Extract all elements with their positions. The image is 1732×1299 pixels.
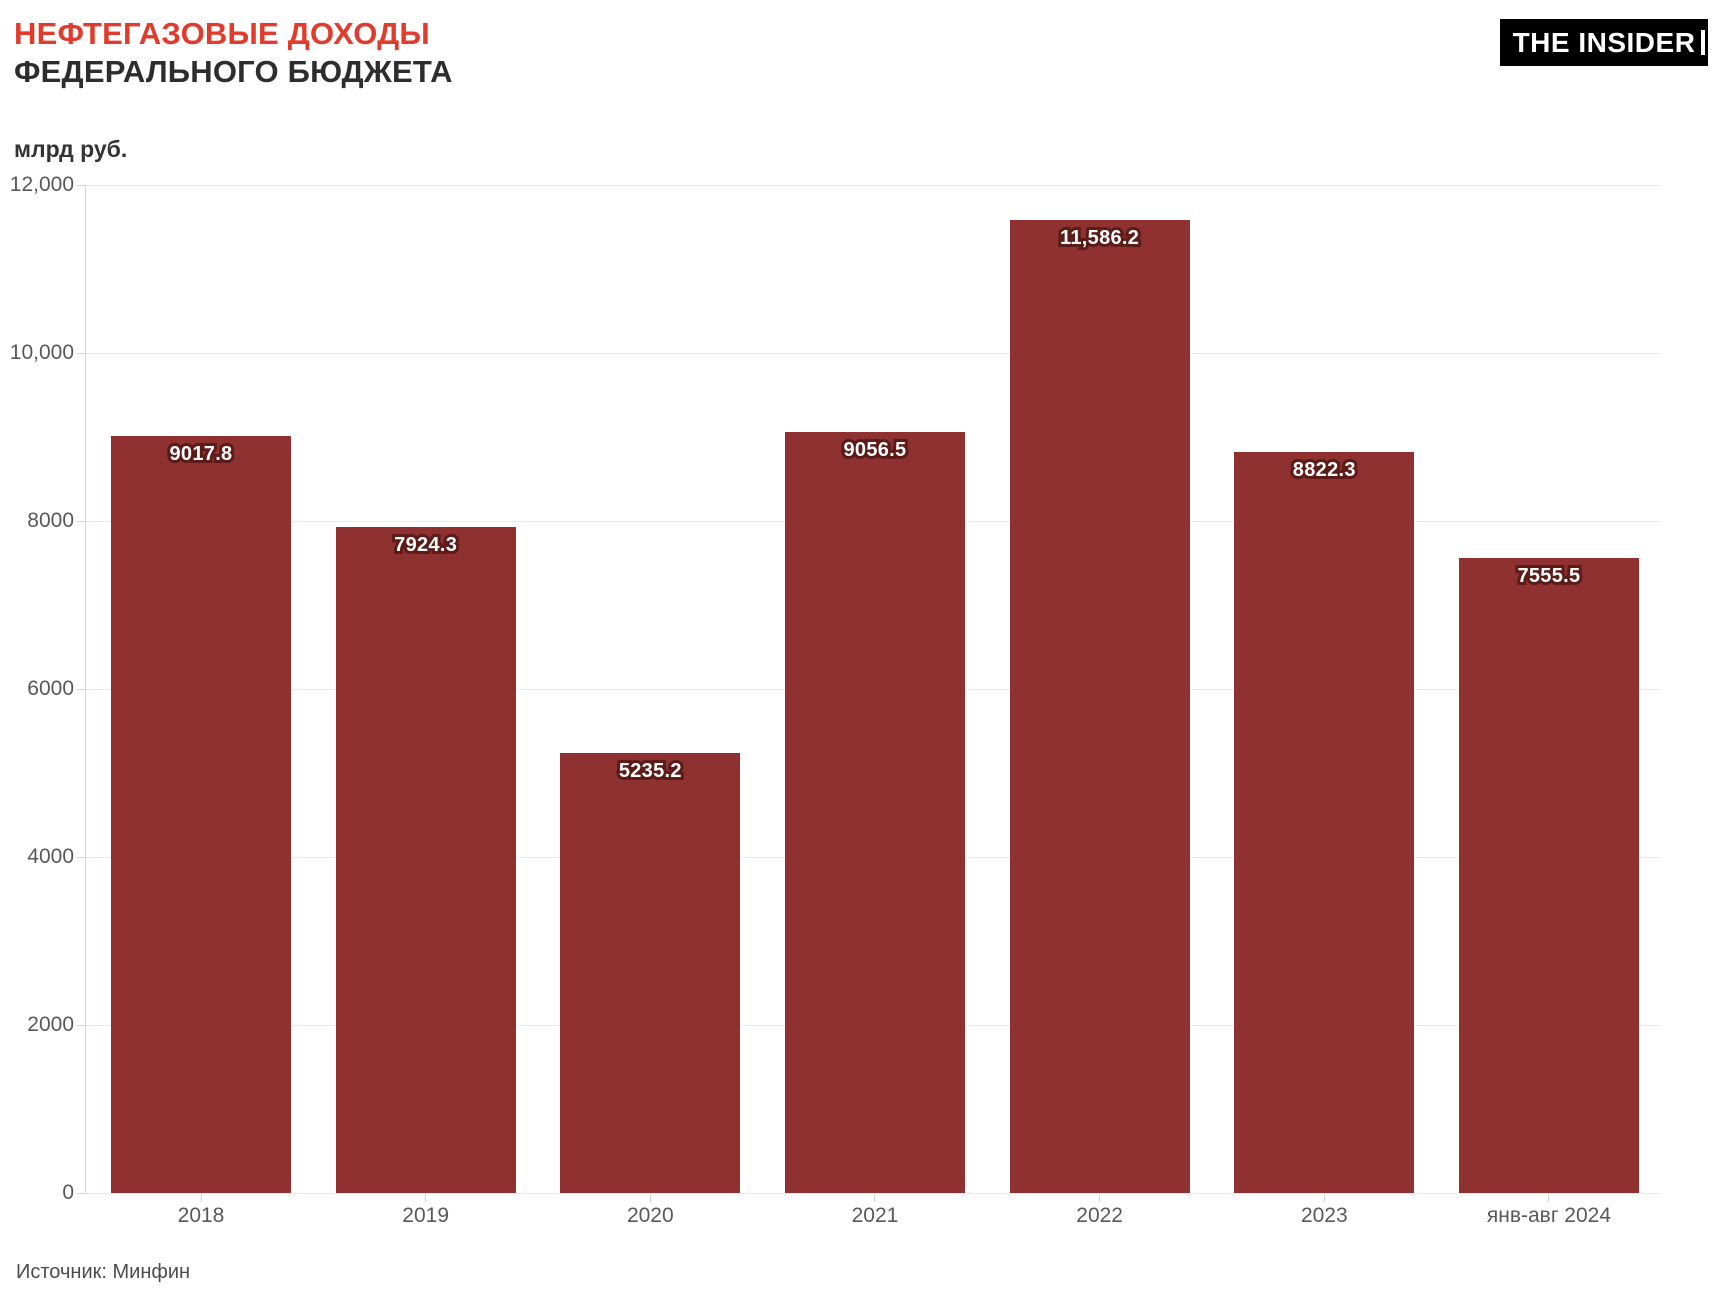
bar-chart-plot-area: 0 2000 4000 6000 8000 10,000 12,000 9017.8 2018 7…	[10, 173, 1661, 1227]
chart-title-accent: НЕФТЕГАЗОВЫЕ ДОХОДЫ	[14, 16, 430, 51]
gridline-12000	[86, 184, 1661, 186]
bar-value-label-янв-авг 2024: 7555.5	[1514, 562, 1583, 590]
bar-2020: 5235.2	[560, 753, 741, 1193]
y-tick-label-10000: 10,000	[9, 341, 74, 364]
y-tick-label-12000: 12,000	[9, 173, 74, 196]
the-insider-logo-text: THE INSIDER	[1512, 26, 1696, 58]
gridline-0	[86, 1192, 1661, 1194]
x-tick-label-2019: 2019	[402, 1204, 450, 1227]
y-tick-mark-10000	[77, 352, 86, 354]
x-tick-mark-2021	[874, 1193, 876, 1202]
y-axis-unit-label: млрд руб.	[14, 136, 128, 162]
x-tick-label-2022: 2022	[1076, 1204, 1123, 1227]
bar-2019: 7924.3	[335, 527, 516, 1193]
y-tick-mark-6000	[77, 688, 86, 690]
bar-value-label-2022: 11,586.2	[1057, 224, 1142, 252]
y-tick-mark-0	[77, 1192, 86, 1194]
x-tick-label-янв-авг 2024: янв-авг 2024	[1486, 1204, 1612, 1227]
bar-value-label-2018: 9017.8	[167, 440, 236, 468]
the-insider-logo: THE INSIDER	[1500, 19, 1708, 66]
y-tick-label-0: 0	[62, 1181, 74, 1204]
gridline-10000	[86, 352, 1661, 354]
x-tick-label-2023: 2023	[1300, 1204, 1348, 1227]
bar-2018: 9017.8	[111, 435, 291, 1193]
y-tick-mark-12000	[77, 184, 86, 186]
x-tick-mark-2018	[200, 1193, 202, 1202]
x-tick-label-2021: 2021	[851, 1204, 899, 1227]
x-tick-mark-2022	[1099, 1193, 1101, 1202]
x-tick-mark-янв-авг 2024	[1548, 1193, 1550, 1202]
y-tick-label-8000: 8000	[27, 509, 74, 532]
x-tick-mark-2020	[649, 1193, 651, 1202]
bar-2023: 8822.3	[1234, 451, 1415, 1193]
source-note: Источник: Минфин	[16, 1261, 191, 1283]
bar-value-label-2023: 8822.3	[1290, 456, 1359, 484]
y-tick-label-4000: 4000	[27, 845, 74, 868]
x-tick-mark-2019	[425, 1193, 427, 1202]
y-tick-label-6000: 6000	[27, 677, 74, 700]
y-tick-label-2000: 2000	[27, 1013, 74, 1036]
x-tick-mark-2023	[1323, 1193, 1325, 1202]
x-tick-label-2018: 2018	[177, 1204, 225, 1227]
bar-value-label-2019: 7924.3	[391, 531, 460, 559]
bar-2022: 11,586.2	[1009, 219, 1190, 1193]
y-tick-mark-4000	[77, 856, 86, 858]
y-tick-mark-2000	[77, 1024, 86, 1026]
y-tick-mark-8000	[77, 520, 86, 522]
bar-value-label-2020: 5235.2	[616, 757, 685, 785]
bar-value-label-2021: 9056.5	[840, 436, 909, 464]
bar-2021: 9056.5	[784, 432, 965, 1193]
chart-title-main: ФЕДЕРАЛЬНОГО БЮДЖЕТА	[14, 54, 453, 89]
logo-cursor-bar	[1701, 30, 1705, 55]
x-tick-label-2020: 2020	[626, 1204, 674, 1227]
bar-янв-авг 2024: 7555.5	[1458, 558, 1639, 1193]
